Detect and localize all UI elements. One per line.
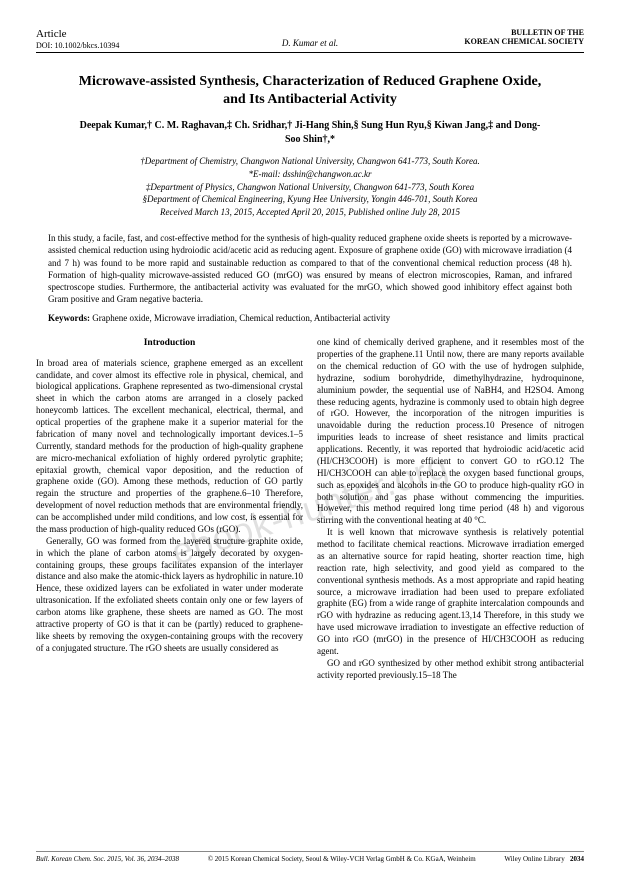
publication-dates: Received March 13, 2015, Accepted April … bbox=[56, 206, 564, 219]
journal-line2: KOREAN CHEMICAL SOCIETY bbox=[464, 37, 584, 46]
authors: Deepak Kumar,† C. M. Raghavan,‡ Ch. Srid… bbox=[76, 119, 544, 147]
footer-citation: Bull. Korean Chem. Soc. 2015, Vol. 36, 2… bbox=[36, 855, 179, 863]
body-columns: Introduction In broad area of materials … bbox=[36, 337, 584, 681]
page-footer: Bull. Korean Chem. Soc. 2015, Vol. 36, 2… bbox=[36, 851, 584, 863]
right-column: one kind of chemically derived graphene,… bbox=[317, 337, 584, 681]
doi: DOI: 10.1002/bkcs.10394 bbox=[36, 41, 119, 50]
abstract: In this study, a facile, fast, and cost-… bbox=[48, 232, 572, 305]
affiliations: †Department of Chemistry, Changwon Natio… bbox=[56, 155, 564, 218]
footer-right: Wiley Online Library 2034 bbox=[504, 855, 584, 863]
page-number: 2034 bbox=[570, 855, 584, 863]
journal-name: BULLETIN OF THE KOREAN CHEMICAL SOCIETY bbox=[464, 28, 584, 46]
paragraph: Generally, GO was formed from the layere… bbox=[36, 536, 303, 655]
keywords-label: Keywords: bbox=[48, 313, 90, 323]
page-header: Article DOI: 10.1002/bkcs.10394 D. Kumar… bbox=[36, 28, 584, 53]
keywords-line: Keywords: Graphene oxide, Microwave irra… bbox=[48, 313, 572, 323]
introduction-heading: Introduction bbox=[36, 337, 303, 350]
affiliation-1: †Department of Chemistry, Changwon Natio… bbox=[56, 155, 564, 168]
paragraph: It is well known that microwave synthesi… bbox=[317, 527, 584, 658]
paragraph: one kind of chemically derived graphene,… bbox=[317, 337, 584, 527]
paper-title: Microwave-assisted Synthesis, Characteri… bbox=[66, 73, 554, 109]
footer-copyright: © 2015 Korean Chemical Society, Seoul & … bbox=[208, 855, 476, 863]
running-author: D. Kumar et al. bbox=[282, 38, 338, 48]
corresponding-email: *E-mail: dsshin@changwon.ac.kr bbox=[56, 168, 564, 181]
header-left: Article DOI: 10.1002/bkcs.10394 bbox=[36, 28, 119, 50]
affiliation-3: §Department of Chemical Engineering, Kyu… bbox=[56, 193, 564, 206]
affiliation-2: ‡Department of Physics, Changwon Nationa… bbox=[56, 181, 564, 194]
paragraph: In broad area of materials science, grap… bbox=[36, 358, 303, 536]
keywords-text: Graphene oxide, Microwave irradiation, C… bbox=[90, 313, 390, 323]
left-column: Introduction In broad area of materials … bbox=[36, 337, 303, 681]
article-label: Article bbox=[36, 28, 119, 40]
wiley-label: Wiley Online Library bbox=[504, 855, 564, 863]
journal-line1: BULLETIN OF THE bbox=[464, 28, 584, 37]
paragraph: GO and rGO synthesized by other method e… bbox=[317, 658, 584, 682]
